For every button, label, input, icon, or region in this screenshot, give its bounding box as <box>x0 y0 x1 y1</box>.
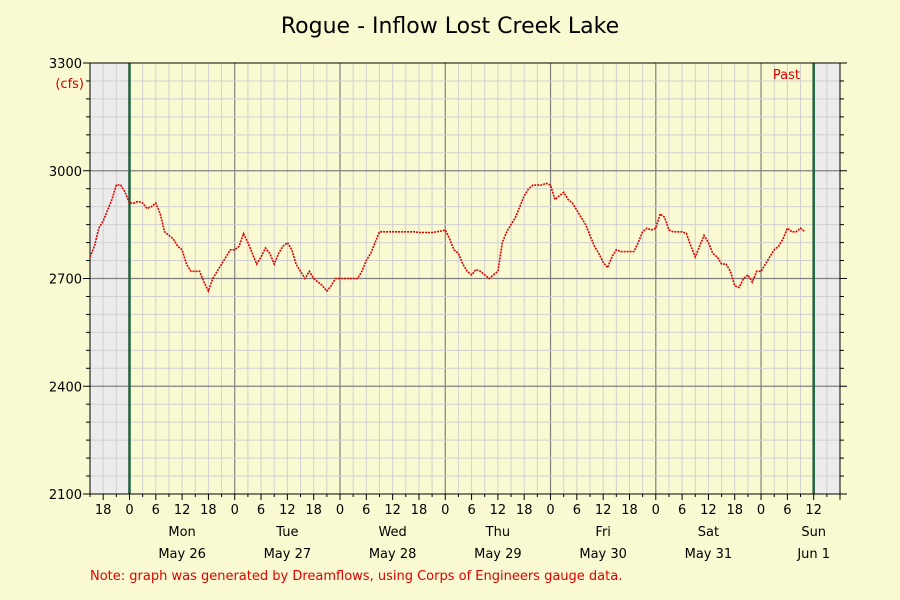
x-hour-label: 0 <box>231 503 239 518</box>
x-hour-label: 18 <box>726 503 743 518</box>
x-date-label: May 28 <box>369 547 417 562</box>
x-hour-label: 18 <box>200 503 217 518</box>
past-label: Past <box>773 68 800 83</box>
y-tick-label: 3300 <box>49 57 82 72</box>
x-hour-label: 12 <box>595 503 612 518</box>
x-day-label: Sat <box>698 525 719 540</box>
y-tick-label: 3000 <box>49 165 82 180</box>
x-hour-label: 18 <box>305 503 322 518</box>
x-date-label: May 27 <box>264 547 312 562</box>
chart-title: Rogue - Inflow Lost Creek Lake <box>281 14 619 39</box>
x-hour-label: 0 <box>546 503 554 518</box>
x-hour-label: 12 <box>174 503 191 518</box>
x-hour-label: 0 <box>757 503 765 518</box>
x-hour-label: 12 <box>490 503 507 518</box>
x-hour-label: 0 <box>441 503 449 518</box>
x-day-label: Mon <box>168 525 195 540</box>
x-hour-label: 18 <box>95 503 112 518</box>
x-hour-label: 0 <box>336 503 344 518</box>
x-hour-label: 6 <box>257 503 265 518</box>
x-hour-label: 18 <box>411 503 428 518</box>
x-hour-label: 0 <box>125 503 133 518</box>
y-tick-label: 2100 <box>49 488 82 503</box>
x-hour-label: 12 <box>700 503 717 518</box>
x-day-label: Wed <box>378 525 406 540</box>
x-date-label: May 31 <box>685 547 733 562</box>
x-date-label: May 30 <box>579 547 627 562</box>
x-date-label: May 29 <box>474 547 522 562</box>
x-date-label: Jun 1 <box>796 547 830 562</box>
x-hour-label: 6 <box>783 503 791 518</box>
y-axis-unit-label: (cfs) <box>55 77 84 92</box>
x-date-label: May 26 <box>158 547 206 562</box>
y-tick-label: 2700 <box>49 273 82 288</box>
x-hour-label: 6 <box>152 503 160 518</box>
x-day-label: Sun <box>801 525 826 540</box>
x-hour-label: 18 <box>516 503 533 518</box>
x-hour-label: 6 <box>362 503 370 518</box>
x-hour-label: 6 <box>467 503 475 518</box>
x-hour-label: 12 <box>279 503 296 518</box>
x-hour-label: 18 <box>621 503 638 518</box>
x-hour-label: 12 <box>805 503 822 518</box>
x-hour-label: 12 <box>384 503 401 518</box>
x-hour-label: 6 <box>573 503 581 518</box>
source-note: Note: graph was generated by Dreamflows,… <box>90 569 622 584</box>
x-day-label: Tue <box>275 525 298 540</box>
x-day-label: Thu <box>485 525 510 540</box>
x-hour-label: 0 <box>652 503 660 518</box>
flow-series-line <box>89 182 806 294</box>
y-tick-label: 2400 <box>49 380 82 395</box>
x-hour-label: 6 <box>678 503 686 518</box>
x-day-label: Fri <box>595 525 611 540</box>
